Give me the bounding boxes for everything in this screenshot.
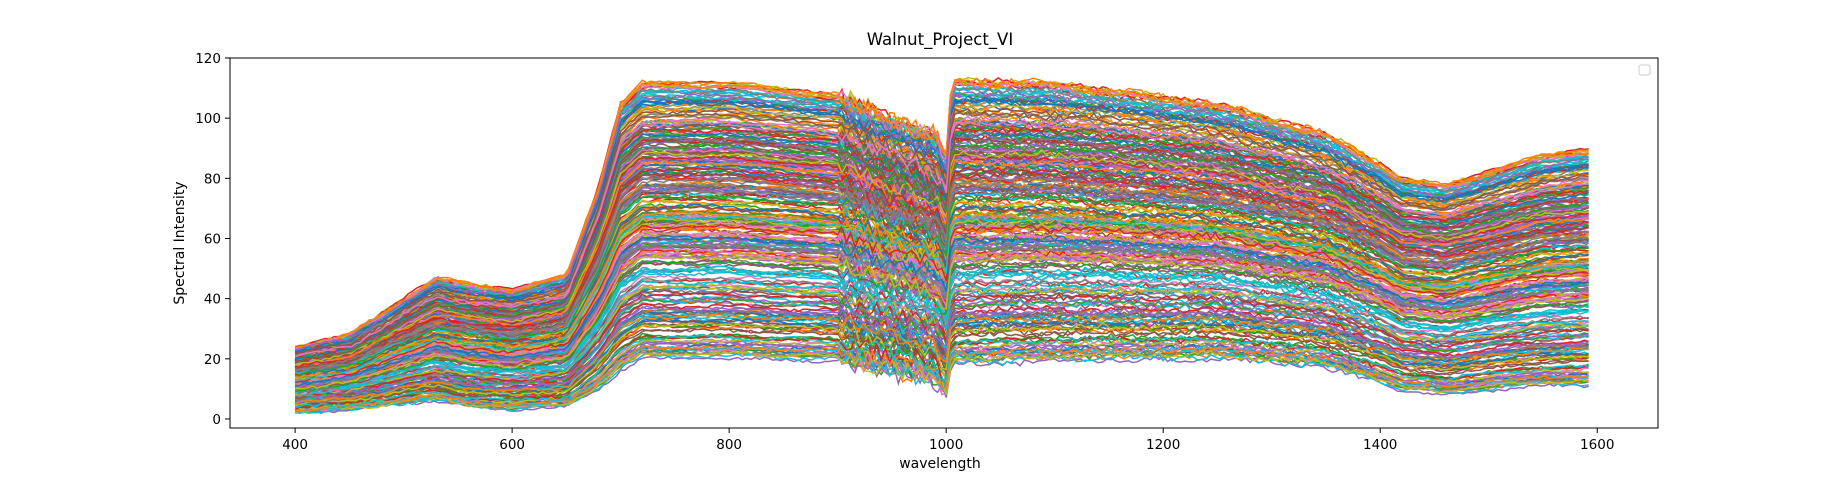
x-tick-label: 1200 bbox=[1146, 437, 1180, 453]
spectrum-line bbox=[294, 204, 1589, 376]
spectrum-line bbox=[294, 223, 1589, 384]
y-axis-label: Spectral Intensity bbox=[172, 181, 188, 304]
spectrum-line bbox=[295, 235, 1589, 387]
y-tick-label: 120 bbox=[195, 51, 221, 67]
x-tick-label: 1400 bbox=[1363, 437, 1397, 453]
spectrum-line bbox=[294, 326, 1589, 408]
x-tick-label: 1600 bbox=[1580, 437, 1614, 453]
x-tick-label: 600 bbox=[499, 437, 525, 453]
spectrum-line bbox=[294, 259, 1589, 391]
y-tick-label: 60 bbox=[204, 231, 221, 247]
spectrum-line bbox=[294, 243, 1589, 388]
spectrum-line bbox=[294, 89, 1589, 351]
spectrum-line bbox=[295, 278, 1589, 397]
spectrum-line bbox=[294, 276, 1589, 396]
spectrum-line bbox=[294, 190, 1589, 376]
spectrum-line bbox=[295, 137, 1589, 362]
spectrum-line bbox=[295, 255, 1589, 390]
spectrum-line bbox=[295, 203, 1589, 377]
spectrum-line bbox=[294, 79, 1589, 349]
spectrum-line bbox=[294, 313, 1589, 406]
spectrum-line bbox=[294, 322, 1589, 407]
spectrum-line bbox=[294, 131, 1589, 360]
spectrum-line bbox=[294, 144, 1589, 364]
spectrum-line bbox=[295, 344, 1589, 412]
plot-frame bbox=[229, 57, 1659, 429]
spectrum-line bbox=[294, 149, 1589, 366]
chart-title: Walnut_Project_VI bbox=[867, 30, 1013, 50]
y-tick-label: 80 bbox=[204, 171, 221, 187]
y-tick-label: 40 bbox=[204, 292, 221, 308]
x-tick-label: 1000 bbox=[929, 437, 963, 453]
y-tick-label: 100 bbox=[195, 111, 221, 127]
spectrum-line bbox=[294, 163, 1589, 369]
spectrum-line bbox=[295, 334, 1589, 408]
spectrum-line bbox=[294, 110, 1589, 355]
legend-box bbox=[1638, 64, 1651, 76]
y-tick-label: 0 bbox=[212, 412, 221, 428]
x-tick-label: 400 bbox=[282, 437, 308, 453]
spectrum-line bbox=[294, 215, 1589, 381]
x-tick-label: 800 bbox=[716, 437, 742, 453]
spectrum-line bbox=[294, 175, 1589, 373]
spectrum-line bbox=[294, 193, 1589, 377]
spectrum-line bbox=[294, 120, 1589, 358]
spectrum-line bbox=[294, 292, 1589, 398]
x-axis-label: wavelength bbox=[899, 456, 981, 472]
spectrum-line bbox=[294, 296, 1589, 402]
spectrum-line bbox=[294, 143, 1589, 363]
spectrum-line bbox=[295, 96, 1589, 352]
spectrum-line bbox=[295, 171, 1589, 369]
spectrum-line bbox=[294, 125, 1589, 361]
y-tick-label: 20 bbox=[204, 352, 221, 368]
spectrum-line bbox=[294, 249, 1589, 389]
